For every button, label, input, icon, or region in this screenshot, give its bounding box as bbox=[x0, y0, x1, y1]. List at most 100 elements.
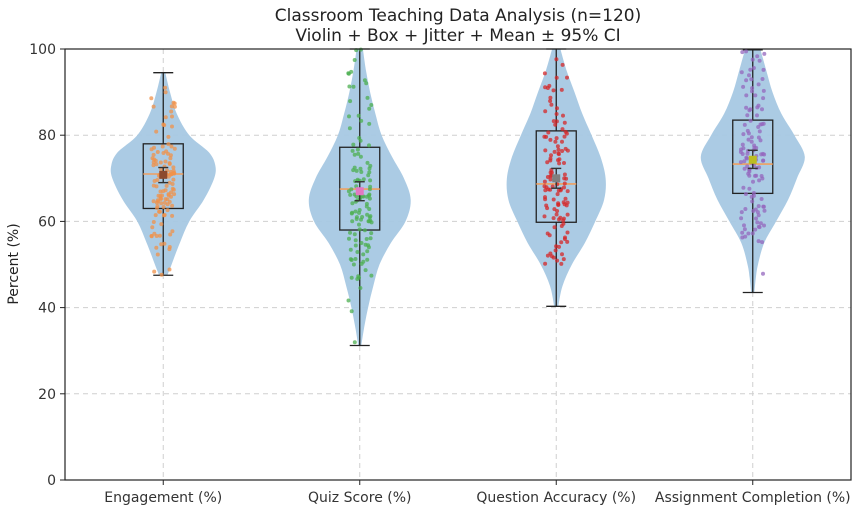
jitter-point bbox=[554, 112, 559, 116]
jitter-point bbox=[559, 261, 564, 266]
jitter-point bbox=[358, 138, 363, 143]
jitter-point bbox=[745, 156, 749, 161]
jitter-point bbox=[348, 192, 353, 197]
jitter-point bbox=[367, 121, 372, 126]
y-axis-ticks: 0 20 40 60 80 100 bbox=[29, 42, 65, 489]
jitter-point bbox=[545, 231, 550, 236]
jitter-point bbox=[163, 90, 168, 95]
jitter-point bbox=[542, 214, 547, 219]
jitter-point bbox=[548, 177, 553, 182]
jitter-point bbox=[348, 247, 353, 252]
jitter-point bbox=[172, 146, 177, 151]
chart-title: Classroom Teaching Data Analysis (n=120) bbox=[275, 6, 641, 26]
jitter-point bbox=[758, 138, 763, 143]
jitter-point bbox=[751, 191, 756, 195]
jitter-point bbox=[751, 179, 755, 184]
jitter-point bbox=[356, 274, 361, 279]
jitter-point bbox=[562, 120, 567, 125]
jitter-point bbox=[171, 177, 176, 182]
jitter-point bbox=[169, 144, 174, 149]
jitter-point bbox=[363, 268, 368, 273]
jitter-point bbox=[761, 96, 766, 101]
jitter-point bbox=[756, 82, 761, 87]
jitter-point bbox=[560, 127, 565, 132]
jitter-point bbox=[166, 142, 171, 147]
jitter-point bbox=[756, 239, 761, 244]
jitter-point bbox=[548, 174, 553, 179]
jitter-point bbox=[160, 193, 164, 198]
jitter-point bbox=[551, 197, 556, 202]
jitter-point bbox=[562, 202, 567, 207]
jitter-point bbox=[756, 224, 761, 229]
jitter-point bbox=[755, 220, 760, 225]
jitter-point bbox=[163, 197, 168, 202]
jitter-point bbox=[357, 227, 362, 232]
jitter-point bbox=[163, 115, 168, 120]
jitter-point bbox=[154, 234, 159, 238]
jitter-point bbox=[559, 240, 564, 245]
jitter-point bbox=[747, 173, 752, 178]
y-tick-label: 20 bbox=[38, 387, 56, 403]
jitter-point bbox=[559, 87, 564, 92]
jitter-point bbox=[757, 129, 762, 134]
jitter-point bbox=[159, 242, 164, 247]
jitter-point bbox=[369, 103, 374, 107]
jitter-point bbox=[744, 105, 749, 110]
jitter-point bbox=[149, 147, 154, 152]
jitter-point bbox=[367, 106, 372, 111]
jitter-point bbox=[172, 192, 177, 197]
jitter-point bbox=[761, 67, 766, 72]
jitter-point bbox=[555, 106, 559, 111]
jitter-point bbox=[548, 99, 553, 103]
jitter-point bbox=[744, 49, 749, 54]
jitter-point bbox=[163, 159, 168, 164]
jitter-point bbox=[549, 102, 554, 107]
jitter-point bbox=[161, 151, 166, 155]
jitter-point bbox=[164, 183, 169, 188]
jitter-point bbox=[554, 119, 559, 124]
jitter-point bbox=[368, 178, 373, 183]
jitter-point bbox=[348, 99, 353, 104]
jitter-point bbox=[552, 207, 557, 212]
jitter-point bbox=[739, 210, 744, 215]
y-tick-label: 40 bbox=[38, 301, 56, 317]
jitter-point bbox=[364, 237, 369, 241]
jitter-point bbox=[756, 204, 761, 209]
jitter-point bbox=[738, 160, 743, 165]
jitter-point bbox=[562, 185, 566, 190]
y-tick-label: 60 bbox=[38, 214, 56, 230]
jitter-point bbox=[553, 139, 558, 144]
jitter-point bbox=[557, 161, 562, 166]
jitter-point bbox=[756, 213, 761, 218]
jitter-point bbox=[169, 104, 174, 109]
jitter-point bbox=[760, 176, 765, 181]
jitter-point bbox=[155, 178, 160, 182]
jitter-point bbox=[560, 149, 565, 153]
jitter-point bbox=[761, 204, 766, 209]
jitter-point bbox=[169, 190, 173, 195]
jitter-point bbox=[544, 203, 549, 208]
jitter-point bbox=[361, 259, 366, 264]
jitter-point bbox=[350, 148, 355, 153]
jitter-point bbox=[352, 58, 357, 62]
y-axis-label: Percent (%) bbox=[6, 223, 22, 304]
jitter-point bbox=[369, 273, 374, 278]
jitter-point bbox=[742, 122, 747, 127]
jitter-point bbox=[761, 88, 766, 93]
jitter-point bbox=[348, 230, 352, 235]
jitter-point bbox=[168, 232, 173, 237]
jitter-point bbox=[167, 199, 172, 204]
jitter-point bbox=[367, 143, 371, 148]
jitter-point bbox=[158, 209, 162, 214]
jitter-point bbox=[544, 134, 549, 139]
jitter-point bbox=[349, 69, 354, 74]
jitter-point bbox=[739, 216, 744, 221]
jitter-point bbox=[749, 77, 754, 82]
jitter-point bbox=[746, 231, 751, 236]
chart-subtitle: Violin + Box + Jitter + Mean ± 95% CI bbox=[295, 26, 620, 46]
jitter-point bbox=[754, 216, 758, 221]
jitter-point bbox=[741, 132, 746, 137]
jitter-point bbox=[554, 136, 559, 141]
jitter-point bbox=[543, 188, 548, 193]
jitter-point bbox=[353, 243, 358, 248]
